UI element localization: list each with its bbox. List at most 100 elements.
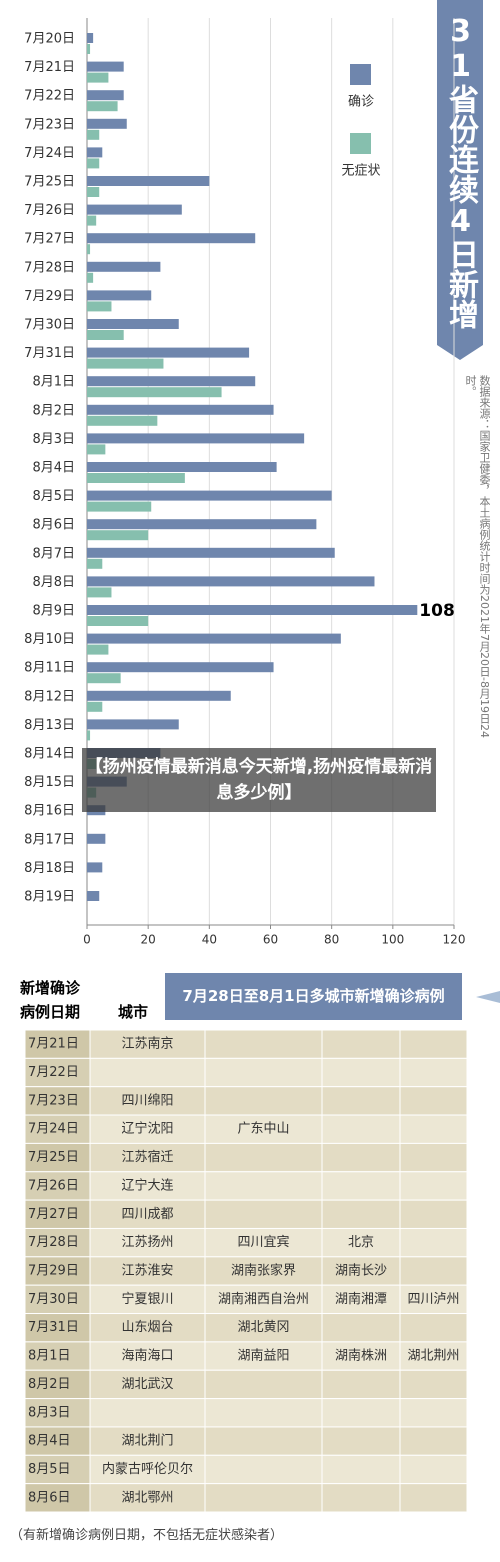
bar	[87, 147, 103, 158]
date-cell: 7月29日	[28, 1264, 79, 1279]
city-cell: 宁夏银川	[121, 1291, 173, 1307]
y-tick-label: 7月23日	[24, 117, 75, 132]
y-tick-label: 8月15日	[24, 775, 75, 790]
city-cell: 海南海口	[121, 1348, 173, 1364]
y-tick-label: 7月20日	[24, 32, 75, 47]
y-tick-label: 8月11日	[24, 661, 75, 676]
bar	[87, 233, 256, 244]
y-tick-label: 8月8日	[32, 575, 75, 590]
city-cell: 内蒙古呼伦贝尔	[102, 1461, 193, 1477]
date-cell: 8月3日	[28, 1405, 71, 1420]
bar	[87, 176, 210, 186]
table-cell	[399, 1369, 468, 1400]
table-cell	[399, 1284, 468, 1315]
x-tick-label: 0	[83, 933, 91, 947]
bar	[87, 301, 112, 312]
table-cell	[321, 1313, 401, 1343]
y-tick-label: 8月13日	[24, 718, 75, 733]
y-tick-label: 7月21日	[24, 60, 75, 75]
bar	[87, 90, 124, 101]
bar	[87, 376, 256, 387]
bar	[87, 616, 149, 626]
bar	[87, 330, 124, 340]
date-cell: 7月31日	[28, 1320, 79, 1335]
table-cell	[399, 1256, 468, 1286]
table-cell	[89, 1426, 206, 1456]
bar	[87, 415, 158, 426]
city-header: 城市	[118, 1003, 149, 1021]
city-cell: 山东烟台	[121, 1320, 173, 1335]
table-cell	[399, 1454, 468, 1485]
table-banner	[165, 973, 462, 1020]
table-cell	[399, 1029, 468, 1059]
table-cell	[321, 1369, 401, 1400]
bar	[87, 462, 277, 472]
table-cell	[89, 1029, 206, 1059]
city-cell: 辽宁大连	[121, 1177, 173, 1193]
table-cell	[399, 1341, 468, 1371]
table-cell	[204, 1029, 323, 1059]
table-cell	[399, 1171, 468, 1201]
y-tick-label: 8月10日	[24, 632, 75, 647]
date-cell: 7月26日	[28, 1178, 79, 1193]
legend-swatch	[350, 133, 371, 154]
city-cell: 湖南株洲	[335, 1348, 387, 1364]
x-tick-label: 120	[443, 933, 466, 947]
legend-swatch	[350, 64, 371, 85]
table-cell	[24, 1398, 91, 1428]
y-tick-label: 8月14日	[24, 747, 75, 762]
y-tick-label: 8月4日	[32, 461, 75, 476]
table-cell	[24, 1171, 91, 1201]
city-cell: 湖北武汉	[121, 1377, 173, 1392]
city-cell: 湖北鄂州	[121, 1490, 173, 1505]
bar	[87, 187, 100, 197]
y-tick-label: 8月5日	[32, 489, 75, 504]
bar	[87, 204, 182, 215]
city-cell: 北京	[348, 1235, 374, 1250]
bar	[87, 44, 91, 54]
table-cell	[321, 1227, 401, 1258]
city-cell: 四川泸州	[407, 1292, 459, 1307]
table-cell	[321, 1483, 401, 1513]
city-cell: 辽宁沈阳	[121, 1121, 173, 1137]
table-cell	[89, 1398, 206, 1428]
date-cell: 8月1日	[28, 1349, 71, 1364]
table-cell	[24, 1341, 91, 1371]
table-cell	[321, 1057, 401, 1088]
bar	[87, 633, 341, 644]
bar	[87, 701, 103, 712]
table-cell	[24, 1454, 91, 1485]
bar	[87, 644, 109, 655]
table-cell	[204, 1171, 323, 1201]
table-cell	[321, 1114, 401, 1144]
table-cell	[89, 1483, 206, 1513]
legend-label: 确诊	[348, 95, 374, 110]
y-tick-label: 8月19日	[24, 890, 75, 905]
y-tick-label: 8月16日	[24, 804, 75, 819]
y-tick-label: 7月27日	[24, 232, 75, 247]
bar	[87, 215, 97, 226]
y-tick-label: 8月9日	[32, 604, 75, 619]
table-cell	[24, 1086, 91, 1116]
table-cell	[89, 1284, 206, 1315]
date-cell: 8月4日	[28, 1434, 71, 1449]
bar	[87, 387, 222, 398]
table-cell	[204, 1199, 323, 1229]
table-cell	[89, 1227, 206, 1258]
table-cell	[89, 1142, 206, 1173]
city-cell: 江苏宿迁	[121, 1149, 173, 1165]
table-cell	[321, 1426, 401, 1456]
city-cell: 广东中山	[237, 1122, 289, 1137]
y-tick-label: 8月6日	[32, 518, 75, 533]
bar	[87, 576, 375, 587]
y-tick-label: 7月31日	[24, 346, 75, 361]
source-note: 数据来源：国家卫健委，本土病例统计时间为2021年7月20日-8月19日24时。	[464, 375, 491, 738]
bar	[87, 673, 121, 684]
legend-label: 无症状	[341, 164, 380, 179]
date-cell: 7月27日	[28, 1207, 79, 1222]
city-cell: 四川宜宾	[237, 1234, 289, 1250]
value-label: 108	[419, 601, 455, 621]
x-tick-label: 60	[263, 933, 278, 947]
date-cell: 7月25日	[28, 1150, 79, 1165]
